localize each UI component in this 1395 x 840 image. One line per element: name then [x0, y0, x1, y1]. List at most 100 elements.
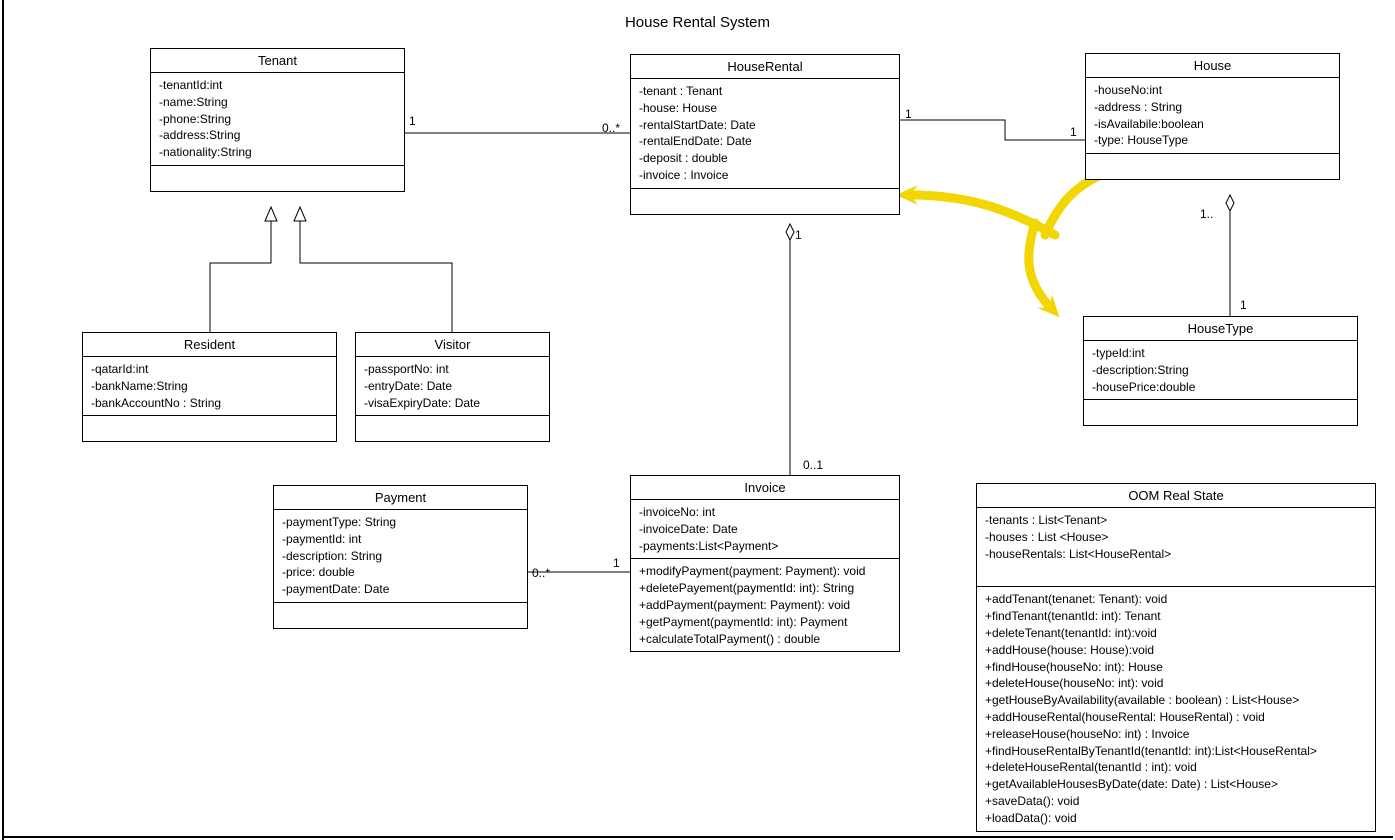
class-resident-ops	[83, 416, 336, 441]
class-tenant-ops	[151, 166, 404, 191]
class-invoice-name: Invoice	[631, 476, 899, 500]
class-houserental: HouseRental -tenant : Tenant -house: Hou…	[630, 54, 900, 215]
op: +getAvailableHousesByDate(date: Date) : …	[985, 776, 1367, 793]
class-house: House -houseNo:int -address : String -is…	[1085, 53, 1340, 180]
class-housetype-ops	[1084, 400, 1357, 425]
attr: -passportNo: int	[364, 361, 541, 378]
attr: -rentalEndDate: Date	[639, 133, 891, 150]
class-realstate-name: OOM Real State	[977, 484, 1375, 508]
op: +deletePayement(paymentId: int): String	[639, 580, 891, 597]
attr: -bankName:String	[91, 378, 328, 395]
class-tenant-attrs: -tenantId:int -name:String -phone:String…	[151, 73, 404, 166]
class-invoice-attrs: -invoiceNo: int -invoiceDate: Date -paym…	[631, 500, 899, 559]
attr: -typeId:int	[1092, 345, 1349, 362]
mult-house-ht-1n: 1..	[1200, 207, 1213, 221]
class-houserental-attrs: -tenant : Tenant -house: House -rentalSt…	[631, 79, 899, 189]
edge-visitor-tenant	[300, 207, 452, 332]
op: +deleteTenant(tenantId: int):void	[985, 625, 1367, 642]
class-house-attrs: -houseNo:int -address : String -isAvaila…	[1086, 78, 1339, 154]
mult-tenant-hr-0n: 0..*	[602, 121, 620, 135]
op: +releaseHouse(houseNo: int) : Invoice	[985, 726, 1367, 743]
attr: -entryDate: Date	[364, 378, 541, 395]
attr: -invoice : Invoice	[639, 167, 891, 184]
annotation-arrow-down	[1029, 223, 1050, 307]
mult-tenant-hr-1: 1	[409, 114, 416, 128]
op: +addTenant(tenanet: Tenant): void	[985, 591, 1367, 608]
attr: -deposit : double	[639, 150, 891, 167]
class-housetype-name: HouseType	[1084, 317, 1357, 341]
attr: -paymentId: int	[282, 531, 519, 548]
class-houserental-ops	[631, 189, 899, 214]
mult-hr-house-1a: 1	[905, 107, 912, 121]
class-payment-attrs: -paymentType: String -paymentId: int -de…	[274, 510, 527, 603]
annotation-arrow-left	[910, 195, 1055, 235]
class-visitor-name: Visitor	[356, 333, 549, 357]
class-resident-name: Resident	[83, 333, 336, 357]
attr: -houseNo:int	[1094, 82, 1331, 99]
op: +findHouse(houseNo: int): House	[985, 659, 1367, 676]
op: +addPayment(payment: Payment): void	[639, 597, 891, 614]
attr: -tenantId:int	[159, 77, 396, 94]
op: +findHouseRentalByTenantId(tenantId: int…	[985, 743, 1367, 760]
mult-hr-inv-1: 1	[795, 228, 802, 242]
attr: -price: double	[282, 564, 519, 581]
class-tenant-name: Tenant	[151, 49, 404, 73]
op: +modifyPayment(payment: Payment): void	[639, 563, 891, 580]
attr: -tenants : List<Tenant>	[985, 512, 1367, 529]
class-resident-attrs: -qatarId:int -bankName:String -bankAccou…	[83, 357, 336, 416]
page-bottom-border	[2, 836, 1393, 838]
mult-hr-house-1b: 1	[1070, 125, 1077, 139]
attr: -paymentType: String	[282, 514, 519, 531]
attr: -description: String	[282, 548, 519, 565]
op: +getHouseByAvailability(available : bool…	[985, 692, 1367, 709]
class-realstate-attrs: -tenants : List<Tenant> -houses : List <…	[977, 508, 1375, 587]
op: +deleteHouse(houseNo: int): void	[985, 675, 1367, 692]
op: +loadData(): void	[985, 810, 1367, 827]
attr: -description:String	[1092, 362, 1349, 379]
op: +saveData(): void	[985, 793, 1367, 810]
class-visitor-attrs: -passportNo: int -entryDate: Date -visaE…	[356, 357, 549, 416]
uml-canvas: House Rental System	[0, 0, 1395, 840]
class-houserental-name: HouseRental	[631, 55, 899, 79]
attr: -address:String	[159, 127, 396, 144]
class-visitor-ops	[356, 416, 549, 441]
class-resident: Resident -qatarId:int -bankName:String -…	[82, 332, 337, 442]
op: +deleteHouseRental(tenantId : int): void	[985, 759, 1367, 776]
attr: -payments:List<Payment>	[639, 538, 891, 555]
class-realstate-ops: +addTenant(tenanet: Tenant): void +findT…	[977, 587, 1375, 830]
class-invoice: Invoice -invoiceNo: int -invoiceDate: Da…	[630, 475, 900, 652]
attr: -bankAccountNo : String	[91, 395, 328, 412]
attr: -rentalStartDate: Date	[639, 117, 891, 134]
diagram-title: House Rental System	[0, 14, 1395, 31]
class-house-ops	[1086, 154, 1339, 179]
mult-hr-inv-01: 0..1	[803, 458, 823, 472]
op: +findTenant(tenantId: int): Tenant	[985, 608, 1367, 625]
attr: -invoiceDate: Date	[639, 521, 891, 538]
class-invoice-ops: +modifyPayment(payment: Payment): void +…	[631, 559, 899, 651]
class-payment: Payment -paymentType: String -paymentId:…	[273, 485, 528, 629]
class-payment-name: Payment	[274, 486, 527, 510]
op: +getPayment(paymentId: int): Payment	[639, 614, 891, 631]
attr: -houses : List <House>	[985, 529, 1367, 546]
attr: -invoiceNo: int	[639, 504, 891, 521]
attr: -type: HouseType	[1094, 132, 1331, 149]
mult-house-ht-1: 1	[1240, 298, 1247, 312]
attr: -visaExpiryDate: Date	[364, 395, 541, 412]
attr: -address : String	[1094, 99, 1331, 116]
mult-inv-pay-0n: 0..*	[532, 566, 550, 580]
op: +addHouseRental(houseRental: HouseRental…	[985, 709, 1367, 726]
class-tenant: Tenant -tenantId:int -name:String -phone…	[150, 48, 405, 192]
attr: -phone:String	[159, 111, 396, 128]
op: +calculateTotalPayment() : double	[639, 631, 891, 648]
class-house-name: House	[1086, 54, 1339, 78]
edge-houserental-house	[900, 120, 1085, 140]
class-visitor: Visitor -passportNo: int -entryDate: Dat…	[355, 332, 550, 442]
class-housetype: HouseType -typeId:int -description:Strin…	[1083, 316, 1358, 426]
mult-inv-pay-1: 1	[613, 556, 620, 570]
attr: -name:String	[159, 94, 396, 111]
attr: -isAvailabile:boolean	[1094, 116, 1331, 133]
op: +addHouse(house: House):void	[985, 642, 1367, 659]
class-housetype-attrs: -typeId:int -description:String -housePr…	[1084, 341, 1357, 400]
attr: -house: House	[639, 100, 891, 117]
attr: -housePrice:double	[1092, 379, 1349, 396]
